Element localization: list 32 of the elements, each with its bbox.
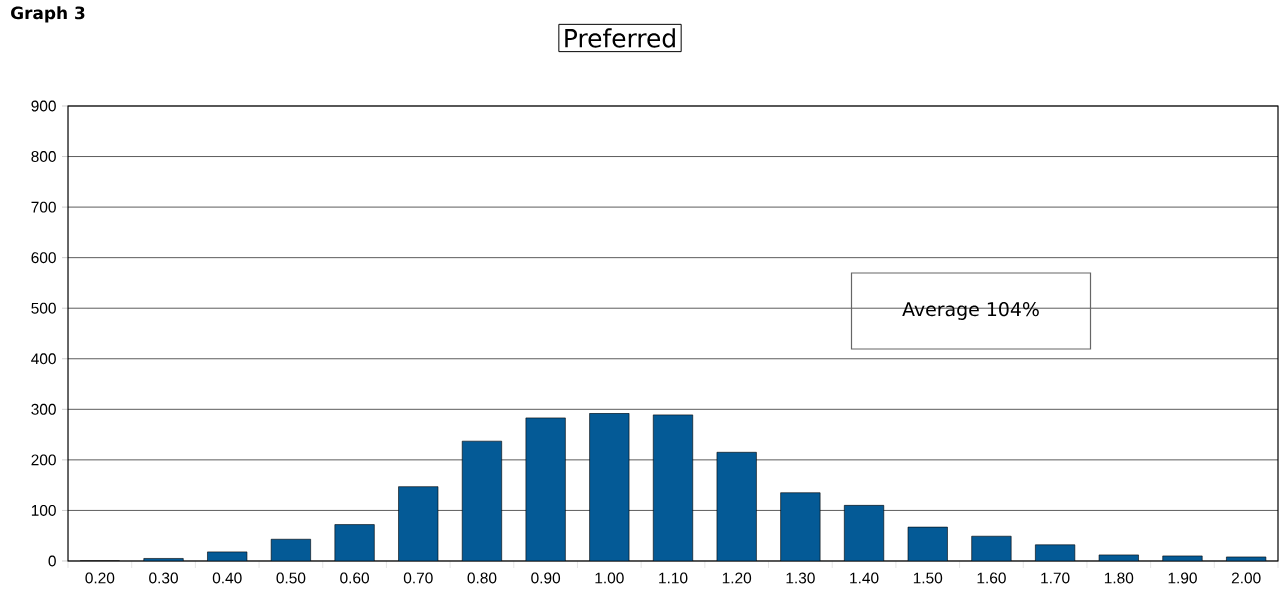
x-tick-label: 0.30: [149, 572, 178, 584]
x-tick-label: 0.80: [467, 572, 497, 584]
y-tick-label: 400: [31, 353, 56, 365]
x-tick-label: 1.60: [977, 572, 1006, 584]
x-tick-label: 1.30: [786, 572, 815, 584]
x-tick-label: 2.00: [1231, 572, 1261, 584]
x-tick-label: 1.50: [913, 572, 943, 584]
x-tick-label: 1.90: [1168, 572, 1197, 584]
y-tick-label: 700: [31, 201, 56, 213]
y-tick-label: 300: [31, 403, 56, 415]
y-tick-label: 0: [48, 555, 56, 567]
x-tick-label: 0.40: [212, 572, 242, 584]
x-tick-label: 1.10: [659, 572, 688, 584]
x-tick-label: 0.60: [340, 572, 370, 584]
annotation: Average 104%: [902, 302, 1039, 320]
y-tick-label: 900: [31, 100, 56, 112]
x-tick-label: 1.70: [1041, 572, 1070, 584]
y-tick-label: 800: [31, 151, 56, 163]
chart-subtitle: Preferred: [565, 28, 675, 48]
y-tick-label: 500: [31, 302, 56, 314]
x-tick-label: 1.00: [595, 572, 624, 584]
y-tick-label: 100: [31, 504, 56, 516]
y-tick-label: 200: [31, 454, 56, 466]
x-tick-label: 0.70: [403, 572, 433, 584]
chart-title: Graph 3: [11, 6, 85, 23]
x-tick-label: 1.80: [1104, 572, 1134, 584]
x-tick-label: 0.50: [276, 572, 306, 584]
x-tick-label: 0.20: [85, 572, 115, 584]
x-tick-label: 1.20: [722, 572, 752, 584]
x-tick-label: 0.90: [531, 572, 561, 584]
y-tick-label: 600: [31, 252, 56, 264]
x-tick-label: 1.40: [850, 572, 879, 584]
